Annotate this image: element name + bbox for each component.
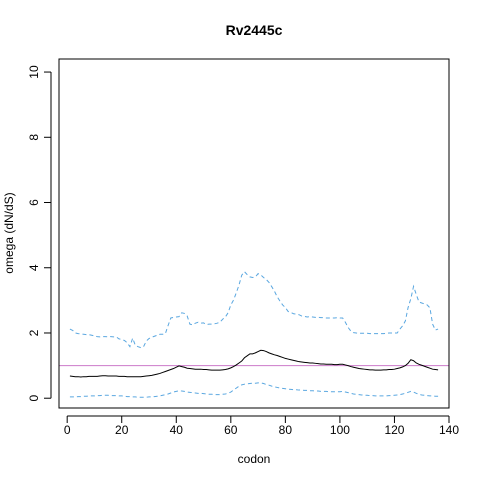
upper-bound-series-line <box>69 270 439 349</box>
chart-title: Rv2445c <box>226 22 283 38</box>
y-tick-label: 4 <box>27 264 41 271</box>
plot-frame <box>58 58 450 409</box>
x-tick-label: 20 <box>115 423 129 437</box>
y-tick-label: 10 <box>27 65 41 79</box>
y-tick-label: 6 <box>27 199 41 206</box>
x-tick-label: 140 <box>439 423 459 437</box>
y-tick-label: 2 <box>27 329 41 336</box>
x-tick-label: 80 <box>279 423 293 437</box>
x-tick-label: 0 <box>64 423 71 437</box>
omega-series-line <box>69 349 439 378</box>
x-tick-label: 60 <box>224 423 238 437</box>
y-tick-label: 0 <box>27 395 41 402</box>
x-tick-label: 120 <box>384 423 404 437</box>
y-tick-label: 8 <box>27 134 41 141</box>
lower-bound-series-line <box>69 382 439 398</box>
x-axis-label: codon <box>238 452 271 466</box>
y-axis-label: omega (dN/dS) <box>2 192 16 273</box>
x-tick-label: 40 <box>170 423 184 437</box>
x-tick-label: 100 <box>330 423 350 437</box>
plot-area <box>59 270 449 398</box>
axes: 0 20 40 60 80 100 120 140 0 2 4 6 8 10 <box>27 65 459 437</box>
